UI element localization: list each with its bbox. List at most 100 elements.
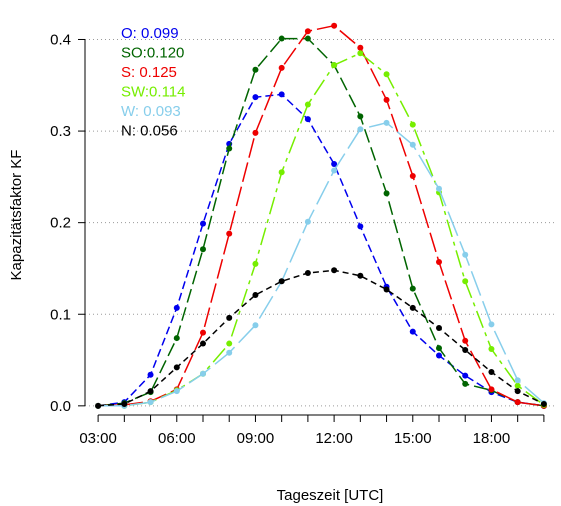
series-4-point-9: [331, 167, 338, 174]
x-tick-label-2: 09:00: [237, 430, 275, 447]
series-0-point-2: [147, 371, 154, 378]
series-4-point-5: [226, 349, 233, 356]
series-5-point-3: [173, 364, 180, 371]
x-tick-label-0: 03:00: [79, 430, 117, 447]
series-0-point-6: [252, 94, 259, 101]
series-2-point-8: [304, 28, 311, 35]
legend-entry-1: SO:0.120: [121, 45, 184, 62]
series-5-point-11: [383, 286, 390, 293]
series-0-point-10: [357, 223, 364, 230]
series-1-point-11: [383, 190, 390, 197]
series-5-point-13: [436, 324, 442, 331]
series-2-point-5: [226, 230, 233, 237]
series-0-point-9: [331, 161, 338, 168]
series-3-point-9: [331, 62, 338, 69]
series-3-point-8: [304, 101, 311, 108]
series-2-point-4: [200, 329, 206, 336]
legend-entry-3: SW:0.114: [121, 84, 185, 101]
series-3-point-14: [462, 278, 469, 285]
series-line-0: [97, 93, 545, 407]
series-3-point-5: [226, 340, 233, 347]
series-1-point-12: [409, 285, 416, 292]
series-0-point-12: [409, 328, 416, 335]
series-0-point-7: [278, 91, 285, 98]
series-2-point-12: [409, 172, 416, 179]
series-4-point-10: [357, 126, 364, 133]
series-5-point-0: [95, 402, 102, 409]
series-1-point-8: [304, 35, 311, 42]
series-1-point-10: [357, 113, 364, 120]
y-tick-label-4: 0.4: [50, 31, 71, 48]
x-tick-label-1: 06:00: [158, 430, 196, 447]
series-2-point-7: [278, 64, 285, 71]
series-4-point-2: [147, 399, 154, 406]
series-4-point-15: [488, 321, 495, 328]
series-5-point-8: [304, 270, 311, 277]
series-5-point-10: [357, 272, 364, 279]
series-0-point-13: [436, 352, 442, 359]
series-3-point-15: [488, 346, 495, 353]
series-line-1: [98, 37, 545, 407]
series-2-point-13: [436, 259, 442, 266]
series-3-point-11: [383, 71, 390, 78]
series-2-point-14: [462, 337, 469, 344]
y-tick-label-1: 0.1: [50, 306, 71, 323]
series-4-point-11: [383, 119, 390, 126]
series-2-point-10: [357, 44, 364, 51]
series-5-point-17: [540, 401, 547, 408]
y-tick-label-2: 0.2: [50, 215, 71, 232]
legend-entry-4: W: 0.093: [121, 103, 181, 120]
grid-lines: [85, 38, 557, 407]
series-5-point-7: [278, 278, 285, 285]
series-1-point-6: [252, 66, 259, 73]
series-3-point-6: [252, 260, 259, 267]
legend-entry-2: S: 0.125: [121, 64, 177, 81]
series-5-point-9: [331, 267, 338, 274]
series-3-point-7: [278, 169, 285, 176]
series-4-point-12: [409, 141, 416, 148]
series-1-point-5: [226, 145, 233, 152]
x-tick-label-4: 15:00: [394, 430, 432, 447]
series-4-point-6: [252, 322, 259, 329]
series-line-2: [98, 24, 545, 407]
series-0-point-8: [304, 116, 311, 123]
series-5-point-16: [514, 388, 521, 395]
series-2-point-9: [331, 22, 338, 29]
legend-entry-5: N: 0.056: [121, 123, 178, 140]
series-5-point-1: [121, 401, 128, 408]
series-4-point-3: [173, 388, 180, 395]
x-tick-label-5: 18:00: [473, 430, 511, 447]
series-4-point-13: [436, 185, 442, 192]
series-0-point-14: [462, 372, 469, 379]
series-0-point-3: [173, 304, 180, 311]
series-4-point-8: [304, 218, 311, 225]
x-axis-title: Tageszeit [UTC]: [277, 487, 384, 504]
series-2-point-15: [488, 386, 495, 393]
series-4-point-16: [514, 377, 521, 384]
series-1-point-13: [436, 345, 442, 352]
series-3-point-10: [357, 50, 364, 57]
series-5-point-4: [200, 340, 206, 347]
series-2-point-6: [252, 129, 259, 136]
series-2-point-11: [383, 96, 390, 103]
legend-entry-0: O: 0.099: [121, 25, 179, 42]
series-5-point-12: [409, 304, 416, 311]
series-5-point-6: [252, 292, 259, 299]
y-tick-label-0: 0.0: [50, 398, 71, 415]
series-1-point-4: [200, 246, 206, 253]
series-3-point-12: [409, 121, 416, 128]
series-2-point-16: [514, 399, 521, 406]
series-1-point-3: [173, 335, 180, 342]
series-5-point-15: [488, 368, 495, 375]
series-4-point-4: [200, 370, 206, 377]
series-5-point-2: [147, 388, 154, 395]
axes: 0.0 0.1 0.2 0.3 0.4 03:00 06:00 09:00 12:00 15:00…: [50, 31, 545, 447]
series-group: [95, 22, 547, 409]
legend: O: 0.099 SO:0.120 S: 0.125 SW:0.114 W: 0.093…: [121, 25, 185, 140]
series-5-point-14: [462, 346, 469, 353]
series-0-point-4: [200, 220, 206, 227]
series-3-point-16: [514, 382, 521, 389]
series-line-5: [98, 269, 545, 407]
y-axis-title: Kapazitätsfaktor KF: [8, 150, 25, 281]
